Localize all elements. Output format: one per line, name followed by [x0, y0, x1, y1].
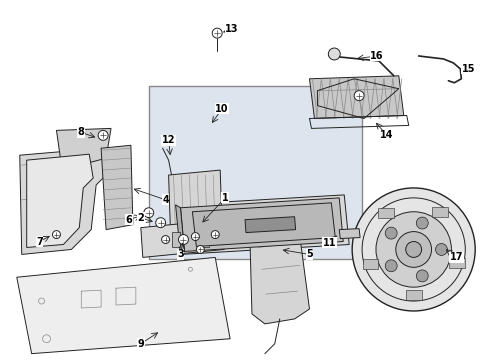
Polygon shape — [378, 208, 393, 218]
Polygon shape — [309, 76, 403, 118]
Text: 2: 2 — [137, 213, 144, 223]
Polygon shape — [180, 198, 343, 251]
Circle shape — [143, 208, 153, 218]
Circle shape — [395, 231, 431, 267]
Text: 13: 13 — [225, 24, 238, 34]
Circle shape — [385, 227, 396, 239]
Text: 14: 14 — [379, 130, 393, 140]
Polygon shape — [27, 154, 93, 247]
Polygon shape — [192, 203, 335, 247]
Circle shape — [327, 48, 340, 60]
Text: 11: 11 — [322, 238, 335, 248]
Text: 16: 16 — [369, 51, 383, 61]
Circle shape — [211, 231, 219, 239]
Text: 9: 9 — [137, 339, 144, 349]
Text: 4: 4 — [162, 195, 169, 205]
Text: 3: 3 — [177, 249, 183, 260]
Text: 10: 10 — [215, 104, 228, 113]
Circle shape — [191, 233, 199, 240]
Circle shape — [162, 235, 169, 243]
Polygon shape — [175, 205, 184, 255]
Polygon shape — [17, 257, 230, 354]
Circle shape — [196, 246, 204, 253]
Text: 15: 15 — [461, 64, 474, 74]
Polygon shape — [20, 148, 106, 255]
Circle shape — [155, 218, 165, 228]
Circle shape — [385, 260, 396, 272]
Circle shape — [98, 130, 108, 140]
Text: 8: 8 — [78, 127, 84, 138]
Text: 12: 12 — [162, 135, 175, 145]
Circle shape — [415, 217, 427, 229]
Polygon shape — [141, 220, 224, 257]
Text: 6: 6 — [125, 215, 132, 225]
Text: 1: 1 — [222, 193, 228, 203]
Polygon shape — [201, 231, 209, 247]
Polygon shape — [168, 170, 222, 235]
Circle shape — [52, 231, 61, 239]
Polygon shape — [175, 195, 348, 255]
Polygon shape — [362, 259, 378, 269]
Text: 7: 7 — [36, 237, 43, 247]
Polygon shape — [101, 145, 133, 230]
Polygon shape — [339, 229, 359, 239]
Polygon shape — [448, 258, 464, 268]
Polygon shape — [56, 129, 111, 165]
Polygon shape — [406, 290, 422, 300]
Circle shape — [212, 28, 222, 38]
Text: 17: 17 — [448, 252, 462, 262]
Polygon shape — [249, 235, 309, 324]
Polygon shape — [171, 231, 179, 247]
Text: 5: 5 — [305, 249, 312, 260]
Circle shape — [375, 212, 450, 287]
Polygon shape — [431, 207, 447, 217]
Circle shape — [178, 235, 188, 244]
Circle shape — [353, 91, 364, 100]
Circle shape — [405, 242, 421, 257]
Polygon shape — [244, 217, 295, 233]
Bar — [148, 86, 361, 260]
Circle shape — [435, 243, 447, 255]
Circle shape — [351, 188, 474, 311]
Circle shape — [415, 270, 427, 282]
